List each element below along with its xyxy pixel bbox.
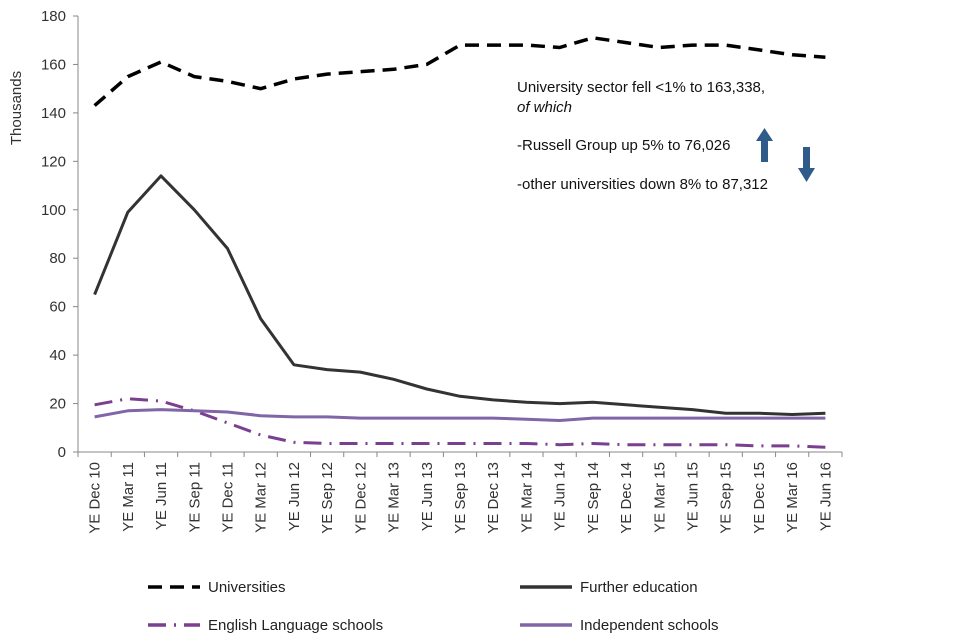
x-tick-label: YE Dec 15 — [751, 462, 768, 534]
legend-item: Further education — [520, 579, 698, 596]
arrow-down-icon — [798, 147, 815, 182]
y-axis-title: Thousands — [8, 71, 25, 145]
x-tick-label: YE Sep 14 — [585, 462, 602, 534]
legend-label: English Language schools — [208, 617, 383, 634]
x-tick-label: YE Dec 11 — [219, 462, 236, 533]
x-tick-label: YE Mar 12 — [253, 462, 270, 533]
y-tick-label: 160 — [41, 56, 66, 73]
y-tick-label: 140 — [41, 105, 66, 122]
x-tick-label: YE Dec 12 — [352, 462, 369, 534]
x-tick-label: YE Sep 11 — [186, 462, 203, 533]
annotation-line-2: of which — [517, 99, 572, 116]
x-tick-label: YE Jun 11 — [153, 462, 170, 530]
y-tick-label: 40 — [49, 347, 66, 364]
legend-label: Independent schools — [580, 617, 718, 634]
x-tick-label: YE Jun 13 — [419, 462, 436, 531]
y-tick-label: 20 — [49, 396, 66, 413]
series-line-further-education — [93, 174, 826, 416]
annotation-line-1: University sector fell <1% to 163,338, — [517, 79, 765, 96]
series-line-independent-schools — [94, 408, 826, 422]
x-tick-label: YE Mar 14 — [518, 462, 535, 533]
legend: Universities Further education English Lan… — [148, 579, 718, 634]
x-tick-label: YE Mar 13 — [386, 462, 403, 533]
annotation-line-4: -other universities down 8% to 87,312 — [517, 176, 768, 193]
x-tick-label: YE Mar 15 — [651, 462, 668, 533]
x-ticks: YE Dec 10 YE Mar 11 YE Jun 11 YE Sep 11 YE D… — [77, 452, 843, 534]
annotation-line-3: -Russell Group up 5% to 76,026 — [517, 137, 730, 154]
x-tick-label: YE Sep 12 — [319, 462, 336, 534]
arrow-up-icon — [756, 128, 773, 162]
y-tick-label: 120 — [41, 153, 66, 170]
legend-label: Further education — [580, 579, 698, 596]
x-tick-label: YE Jun 15 — [685, 462, 702, 531]
y-tick-label: 80 — [49, 250, 66, 267]
axes — [77, 16, 842, 453]
y-tick-label: 180 — [41, 8, 66, 25]
x-tick-label: YE Jun 14 — [552, 462, 569, 531]
series-line-universities — [93, 36, 826, 107]
x-tick-label: YE Jun 12 — [286, 462, 303, 531]
y-ticks: 0 20 40 60 80 100 120 140 160 180 — [41, 8, 78, 461]
x-tick-label: YE Dec 10 — [87, 462, 104, 534]
x-tick-label: YE Mar 16 — [784, 462, 801, 533]
x-tick-label: YE Mar 11 — [120, 462, 137, 532]
series-lines — [93, 36, 826, 449]
x-tick-label: YE Sep 15 — [718, 462, 735, 534]
legend-item: English Language schools — [148, 617, 383, 634]
annotation-box: University sector fell <1% to 163,338, o… — [517, 79, 815, 193]
legend-label: Universities — [208, 579, 286, 596]
y-tick-label: 100 — [41, 202, 66, 219]
y-tick-label: 60 — [49, 299, 66, 316]
x-tick-label: YE Jun 16 — [817, 462, 834, 531]
x-tick-label: YE Sep 13 — [452, 462, 469, 534]
x-tick-label: YE Dec 14 — [618, 462, 635, 534]
x-tick-label: YE Dec 13 — [485, 462, 502, 534]
y-tick-label: 0 — [58, 444, 66, 461]
legend-item: Independent schools — [520, 617, 718, 634]
series-line-english-language-schools — [94, 397, 826, 449]
legend-item: Universities — [148, 579, 286, 596]
